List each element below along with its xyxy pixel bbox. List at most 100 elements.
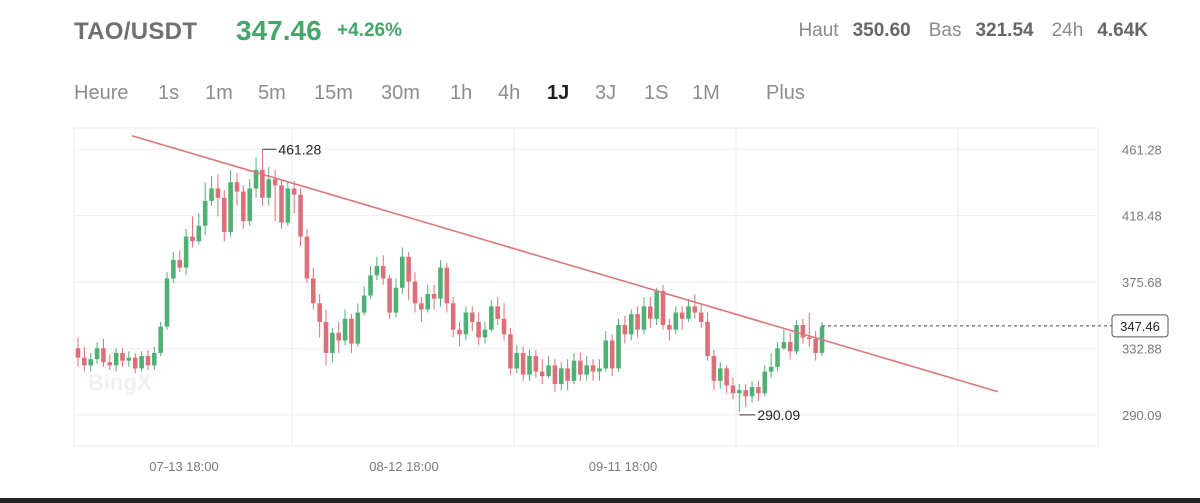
candle-body [508,334,513,369]
interval-tab-1s[interactable]: 1S [644,82,669,104]
candle-body [698,312,704,322]
candle-body [539,371,545,377]
candle-body [673,312,679,330]
price-tag-box [1111,314,1169,338]
candle-body [660,290,666,326]
candle-body [368,275,373,296]
candle-body [94,348,100,360]
candle-body [279,185,284,223]
candle-body [400,256,405,288]
candle-body [183,236,189,268]
candle-body [705,321,710,357]
candle-body [444,267,450,304]
candle-body [584,365,590,375]
interval-tab-plus[interactable]: Plus [766,82,805,104]
candle-body [787,342,793,352]
candle-body [419,303,424,310]
watermark-logo: BingX [88,370,152,395]
candle-body [616,325,621,369]
screen-edge [0,498,1200,503]
candle-body [113,352,119,366]
price-tag: 347.46 [1120,319,1160,334]
interval-tab-1m[interactable]: 1m [205,82,233,104]
candle-body [578,360,583,375]
interval-tabs: Heure 1s 1m 5m 15m 30m 1h 4h 1J 3J 1S 1M Plus [0,82,1200,110]
candle-body [88,359,94,366]
candle-body [533,356,539,372]
interval-tab-1s[interactable]: 1s [158,82,180,104]
candle-body [800,325,806,338]
interval-tab-heure[interactable]: Heure [74,82,129,104]
candle-body [717,368,723,381]
interval-tab-3j[interactable]: 3J [595,82,617,104]
stat-24h-value: 4.64K [1097,20,1148,41]
candle-body [476,321,481,338]
stats-bar: Haut 350.60 Bas 321.54 24h 4.64K [798,20,1148,42]
candle-body [291,188,297,195]
pair-name[interactable]: TAO/USDT [74,18,198,45]
candle-body [597,368,602,372]
candle-body [450,303,456,330]
candle-body [202,200,208,226]
candle-body [139,356,144,369]
interval-tab-15m[interactable]: 15m [314,82,353,104]
grid-frame [73,127,1099,447]
candle-body [635,314,640,330]
candle-body [132,357,138,369]
candle-body [552,365,558,384]
candle-body [762,371,768,394]
candle-body [349,318,354,344]
candle-body [272,179,278,186]
trendline[interactable] [131,134,999,393]
candles [75,149,825,412]
interval-tab-1m[interactable]: 1M [692,82,720,104]
candle-body [438,267,443,299]
candle-body [463,312,469,335]
candle-body [692,306,698,313]
stat-low-value: 321.54 [975,20,1034,41]
candle-body [221,197,227,232]
candle-body [310,278,316,304]
candle-body [711,356,717,381]
candle-body [514,352,520,369]
candle-body [457,329,462,335]
candle-body [527,356,532,375]
candle-body [387,278,392,313]
low-marker-label: 290.09 [757,407,800,423]
candle-body [469,312,475,322]
interval-tab-5m[interactable]: 5m [258,82,286,104]
interval-tab-1j[interactable]: 1J [547,82,570,104]
candle-body [622,325,628,335]
x-tick-label: 07-13 18:00 [149,459,218,474]
candle-body [145,356,151,366]
interval-tab-4h[interactable]: 4h [498,82,521,104]
candle-body [775,348,780,367]
candle-body [749,387,755,397]
candlestick-chart[interactable]: 461.28 418.48 375.68 332.88 290.09 07-13 18:0… [0,120,1200,490]
y-tick-label: 290.09 [1122,408,1162,423]
candle-body [234,182,240,192]
candle-body [558,368,564,384]
candle-body [794,325,799,352]
y-tick-label: 461.28 [1122,142,1162,157]
candle-body [482,329,488,338]
candle-body [209,188,214,201]
candle-body [781,342,787,349]
candle-body [266,179,272,198]
y-tick-label: 418.48 [1122,209,1162,224]
candle-body [158,326,163,353]
interval-tab-30m[interactable]: 30m [381,82,420,104]
stat-24h-label: 24h [1051,20,1084,41]
candle-body [304,236,310,279]
candle-body [164,278,170,327]
candle-body [241,191,246,222]
candle-body [756,387,761,394]
price-change: +4.26% [337,20,402,41]
candle-body [361,295,367,313]
candle-body [107,362,113,366]
candle-body [82,357,87,366]
candle-body [393,287,399,313]
interval-tab-1h[interactable]: 1h [450,82,473,104]
x-tick-label: 08-12 18:00 [369,459,438,474]
candle-body [686,306,691,319]
